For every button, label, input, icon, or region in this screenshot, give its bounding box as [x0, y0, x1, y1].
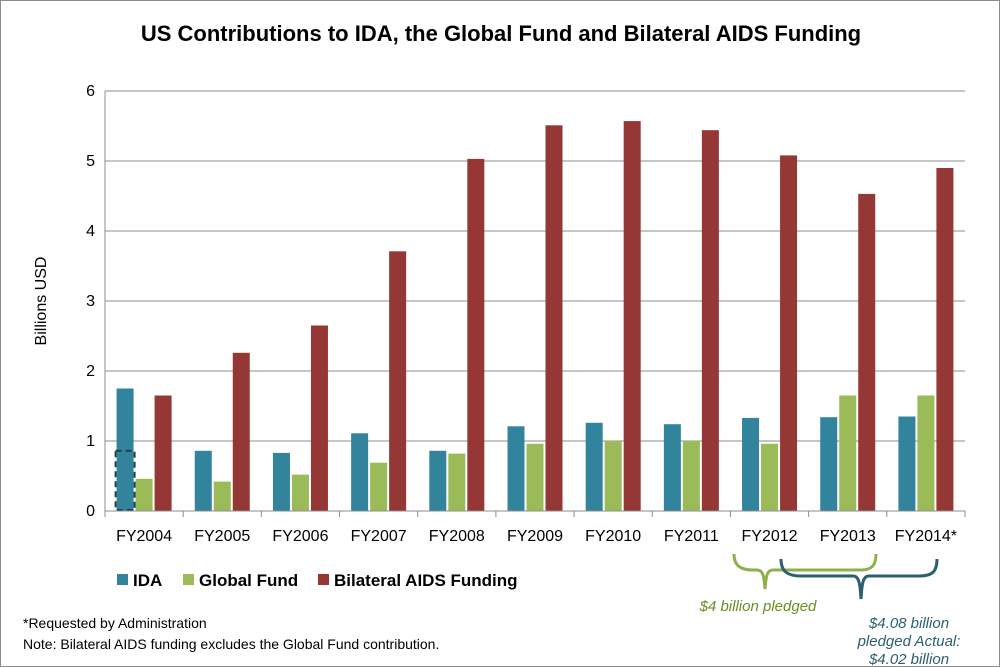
x-tick-label: FY2011: [664, 528, 719, 545]
bar-global-fund-fy2014: [917, 395, 935, 511]
legend: IDA Global Fund Bilateral AIDS Funding: [117, 571, 518, 590]
bar-global-fund-fy2006: [291, 474, 309, 511]
x-tick-label: FY2012: [742, 528, 798, 545]
legend-swatch: [183, 574, 194, 585]
x-tick-label: FY2014*: [895, 528, 957, 545]
y-tick-label: 0: [86, 503, 95, 520]
bars: [116, 121, 954, 512]
y-tick-label: 5: [86, 153, 95, 170]
x-tick-label: FY2007: [351, 528, 407, 545]
footnote-requested: *Requested by Administration: [23, 615, 207, 631]
legend-label: Global Fund: [199, 571, 298, 590]
y-tick-label: 2: [86, 363, 95, 380]
y-axis-ticks: 0 1 2 3 4 5 6: [86, 83, 95, 520]
bar-bilateral-aids-funding-fy2005: [232, 352, 250, 511]
x-tick-label: FY2008: [429, 528, 485, 545]
annotation-4-billion-pledged: $4 billion pledged: [699, 598, 817, 615]
x-axis-ticks: FY2004 FY2005 FY2006 FY2007 FY2008 FY2009 FY20…: [104, 510, 966, 545]
bar-global-fund-fy2012: [761, 443, 779, 511]
bar-global-fund-fy2011: [682, 441, 700, 511]
bar-global-fund-fy2010: [604, 441, 622, 511]
legend-label: Bilateral AIDS Funding: [334, 571, 518, 590]
bar-bilateral-aids-funding-fy2014: [936, 168, 954, 511]
x-tick-label: FY2009: [507, 528, 563, 545]
brace-teal: [779, 558, 939, 600]
bar-bilateral-aids-funding-fy2013: [858, 193, 876, 511]
x-tick-label: FY2006: [272, 528, 328, 545]
bar-global-fund-fy2007: [370, 462, 388, 511]
y-tick-label: 6: [86, 83, 95, 100]
y-axis-label: Billions USD: [33, 257, 50, 346]
bar-ida-fy2008: [429, 450, 447, 511]
x-tick-label: FY2010: [585, 528, 641, 545]
y-tick-label: 4: [86, 223, 95, 240]
x-tick-label: FY2005: [194, 528, 250, 545]
annotation-pledged-line-2: pledged Actual:: [857, 633, 961, 650]
annotation-pledged-line-1: $4.08 billion: [868, 615, 949, 632]
bar-bilateral-aids-funding-fy2009: [545, 125, 563, 512]
bar-ida-fy2004: [116, 388, 134, 511]
footnote-note: Note: Bilateral AIDS funding excludes th…: [23, 636, 439, 652]
bar-ida-fy2011: [663, 424, 681, 511]
x-tick-label: FY2004: [116, 528, 172, 545]
chart-title: US Contributions to IDA, the Global Fund…: [141, 21, 861, 46]
bar-bilateral-aids-funding-fy2006: [310, 325, 328, 511]
bar-ida-fy2012: [742, 417, 760, 511]
bar-ida-fy2013: [820, 417, 838, 511]
annotation-pledged-line-3: $4.02 billion: [868, 651, 949, 666]
y-tick-label: 3: [86, 293, 95, 310]
bar-bilateral-aids-funding-fy2010: [623, 121, 641, 511]
legend-label: IDA: [133, 571, 162, 590]
legend-swatch: [318, 574, 329, 585]
bar-global-fund-fy2013: [839, 395, 857, 511]
legend-swatch: [117, 574, 128, 585]
bar-ida-fy2014: [898, 416, 916, 511]
bar-bilateral-aids-funding-fy2007: [389, 251, 407, 512]
bar-bilateral-aids-funding-fy2008: [467, 158, 485, 511]
bar-global-fund-fy2008: [448, 453, 466, 511]
bar-global-fund-fy2005: [213, 481, 231, 511]
bar-bilateral-aids-funding-fy2004: [154, 395, 172, 511]
bar-ida-fy2010: [585, 422, 603, 511]
y-tick-label: 1: [86, 433, 95, 450]
bar-ida-fy2009: [507, 426, 525, 511]
x-tick-label: FY2013: [820, 528, 876, 545]
bar-global-fund-fy2004: [135, 478, 153, 511]
bar-global-fund-fy2009: [526, 443, 544, 511]
bar-ida-fy2007: [351, 433, 369, 511]
bar-bilateral-aids-funding-fy2012: [780, 155, 798, 511]
brace-green: [732, 553, 878, 590]
bar-ida-fy2005: [194, 450, 212, 511]
bar-bilateral-aids-funding-fy2011: [701, 130, 719, 511]
bar-ida-fy2006: [272, 452, 290, 511]
